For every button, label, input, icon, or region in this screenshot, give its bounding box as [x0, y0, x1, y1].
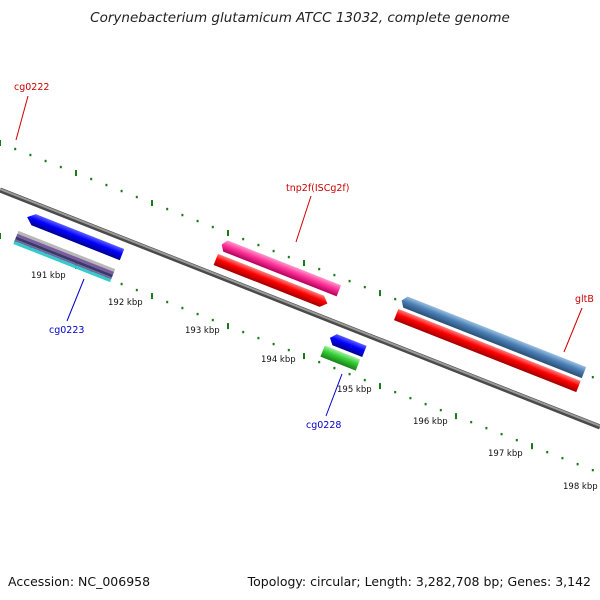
minor-tick: [166, 207, 169, 211]
gene-tnp2f-feature[interactable]: [219, 239, 342, 297]
gene-cg0223-feature[interactable]: [13, 230, 116, 283]
topology-summary: Topology: circular; Length: 3,282,708 bp…: [247, 574, 591, 589]
gene-red-193kbp-feature[interactable]: [213, 253, 330, 309]
minor-tick: [424, 402, 427, 406]
tick-label: 193 kbp: [185, 326, 220, 336]
gene-red-196kbp-feature[interactable]: [393, 308, 581, 393]
minor-tick: [439, 408, 442, 412]
minor-tick: [272, 342, 275, 346]
gene-gltB-feature[interactable]: [399, 295, 587, 379]
minor-tick: [181, 306, 184, 310]
label-tnp2f[interactable]: tnp2f(ISCg2f): [286, 183, 349, 194]
tick-label: 196 kbp: [413, 417, 448, 427]
minor-tick: [500, 432, 503, 436]
gene-cg0228-feature[interactable]: [320, 345, 361, 371]
major-tick: [227, 323, 229, 330]
minor-tick: [211, 225, 214, 229]
minor-tick: [394, 297, 397, 301]
major-tick: [379, 290, 381, 297]
minor-tick: [470, 420, 473, 424]
minor-tick: [105, 183, 108, 187]
minor-tick: [44, 159, 47, 163]
minor-tick: [181, 213, 184, 217]
minor-tick: [333, 366, 336, 370]
minor-tick: [287, 348, 290, 352]
minor-tick: [120, 189, 123, 193]
tick-label: 197 kbp: [488, 449, 523, 459]
minor-tick: [59, 165, 62, 169]
minor-tick: [242, 237, 245, 241]
tick-label: 195 kbp: [337, 385, 372, 395]
tick-label: 192 kbp: [108, 298, 143, 308]
genome-backbone: [0, 187, 600, 430]
major-tick: [227, 230, 229, 237]
minor-tick: [515, 438, 518, 442]
minor-tick: [287, 255, 290, 259]
minor-tick: [242, 330, 245, 334]
gene-blue-195kbp-feature[interactable]: [328, 332, 367, 357]
minor-tick: [90, 177, 93, 181]
major-tick: [379, 383, 381, 390]
major-tick: [151, 293, 153, 300]
minor-tick: [135, 288, 138, 292]
minor-tick: [120, 282, 123, 286]
major-tick: [303, 260, 305, 267]
map-title: Corynebacterium glutamicum ATCC 13032, c…: [90, 10, 510, 26]
tick-labels: 191 kbp 192 kbp 193 kbp 194 kbp 195 kbp …: [31, 271, 598, 492]
minor-tick: [257, 243, 260, 247]
label-cg0228[interactable]: cg0228: [306, 420, 341, 431]
major-tick: [455, 413, 457, 420]
major-tick: [303, 353, 305, 360]
major-tick: [75, 170, 77, 177]
major-tick: [0, 233, 1, 239]
accession-text: Accession: NC_006958: [8, 574, 150, 589]
minor-tick: [318, 360, 321, 364]
minor-tick: [29, 153, 32, 157]
minor-tick: [591, 468, 594, 472]
minor-tick: [409, 396, 412, 400]
minor-tick: [363, 378, 366, 382]
tick-label: 191 kbp: [31, 271, 66, 281]
callout-lines: [15, 95, 583, 417]
minor-tick: [591, 375, 594, 379]
minor-tick: [14, 147, 17, 151]
label-gltB[interactable]: gltB: [575, 294, 594, 305]
major-tick: [0, 140, 1, 146]
gene-blue-191kbp-feature[interactable]: [25, 212, 125, 261]
major-tick: [531, 443, 533, 450]
minor-tick: [576, 462, 579, 466]
minor-tick: [257, 336, 260, 340]
minor-tick: [348, 279, 351, 283]
minor-tick: [363, 285, 366, 289]
minor-tick: [196, 312, 199, 316]
minor-tick: [135, 195, 138, 199]
label-cg0223[interactable]: cg0223: [49, 325, 84, 336]
label-cg0222[interactable]: cg0222: [14, 82, 49, 93]
minor-tick: [561, 456, 564, 460]
minor-tick: [318, 267, 321, 271]
minor-tick: [196, 219, 199, 223]
tick-label: 194 kbp: [261, 355, 296, 365]
minor-tick: [394, 390, 397, 394]
minor-tick: [333, 273, 336, 277]
minor-tick: [485, 426, 488, 430]
tick-label: 198 kbp: [563, 482, 598, 492]
minor-tick: [546, 450, 549, 454]
minor-tick: [166, 300, 169, 304]
minor-tick: [348, 372, 351, 376]
minor-tick: [272, 249, 275, 253]
minor-tick: [211, 318, 214, 322]
major-tick: [151, 200, 153, 207]
